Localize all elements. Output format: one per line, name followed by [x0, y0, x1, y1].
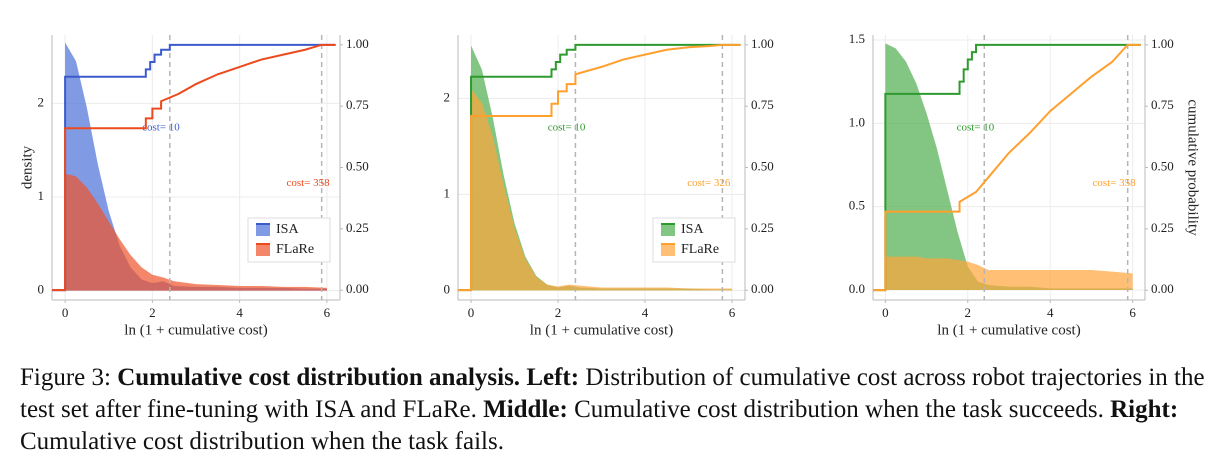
- caption-text: Cumulative cost distribution when the ta…: [574, 396, 1104, 423]
- y2-tick-label: 0.00: [751, 281, 774, 296]
- legend-swatch: [256, 224, 270, 236]
- cost-label: cost= 10: [548, 121, 586, 133]
- y-tick-label: 1: [38, 188, 45, 203]
- y2-tick-label: 1.00: [346, 36, 369, 51]
- y-tick-label: 1.5: [849, 31, 865, 46]
- x-tick-label: 2: [149, 305, 156, 320]
- y-tick-label: 0: [38, 282, 45, 297]
- legend-label: FLaRe: [681, 242, 719, 257]
- y2-axis-title: cumulative probability: [1185, 99, 1201, 236]
- x-tick-label: 2: [555, 305, 562, 320]
- x-tick-label: 6: [729, 305, 736, 320]
- x-tick-label: 6: [1129, 305, 1136, 320]
- y2-tick-label: 0.50: [1151, 158, 1174, 173]
- y2-tick-label: 0.25: [1151, 220, 1174, 235]
- caption-head: Left:: [526, 364, 580, 391]
- y-axis-title: density: [19, 145, 35, 189]
- y2-tick-label: 0.00: [346, 281, 369, 296]
- legend-swatch: [256, 244, 270, 256]
- cumulative-line: [873, 43, 1141, 292]
- x-tick-label: 2: [965, 305, 972, 320]
- x-tick-label: 0: [62, 305, 69, 320]
- y2-tick-label: 0.25: [346, 220, 369, 235]
- legend-label: ISA: [276, 222, 299, 237]
- y2-tick-label: 0.75: [1151, 97, 1174, 112]
- cumulative-line: [52, 43, 336, 292]
- density-area: [885, 43, 1133, 291]
- y-tick-label: 2: [444, 89, 451, 104]
- legend-swatch: [661, 224, 675, 236]
- panel: 0.0 0.5 1.0 1.5 0.00 0.25 0.50 0.75 1.00 0 2 4 6 ln (…: [849, 31, 1201, 338]
- caption-head: Right:: [1110, 396, 1179, 423]
- cost-label: cost= 10: [142, 121, 180, 133]
- x-axis-title: ln (1 + cumulative cost): [530, 322, 673, 338]
- cumulative-line: [52, 43, 336, 292]
- x-tick-label: 6: [324, 305, 331, 320]
- cost-label: cost= 358: [286, 177, 330, 189]
- x-tick-label: 4: [1047, 305, 1054, 320]
- caption: Figure 3: Cumulative cost distribution a…: [20, 362, 1212, 458]
- caption-label: Figure 3:: [20, 364, 111, 391]
- y-tick-label: 1: [444, 185, 451, 200]
- y2-tick-label: 0.25: [751, 220, 774, 235]
- y2-tick-label: 1.00: [1151, 36, 1174, 51]
- x-tick-label: 4: [236, 305, 243, 320]
- cumulative-line: [458, 43, 741, 292]
- legend-label: FLaRe: [276, 242, 314, 257]
- y2-tick-label: 1.00: [751, 36, 774, 51]
- y2-tick-label: 0.50: [751, 158, 774, 173]
- y-tick-label: 0.0: [849, 281, 865, 296]
- y2-tick-label: 0.75: [346, 97, 369, 112]
- panel: 0 1 2 0.00 0.25 0.50 0.75 1.00 0 2 4 6 ln (1 + cumul…: [444, 35, 774, 338]
- x-tick-label: 0: [882, 305, 889, 320]
- cost-label: cost= 358: [1093, 177, 1137, 189]
- y2-tick-label: 0.00: [1151, 281, 1174, 296]
- caption-head: Middle:: [483, 396, 568, 423]
- y-tick-label: 0: [444, 281, 451, 296]
- y-tick-label: 1.0: [849, 114, 865, 129]
- x-tick-label: 0: [468, 305, 475, 320]
- cost-label: cost= 326: [687, 177, 731, 189]
- caption-text: Cumulative cost distribution when the ta…: [20, 428, 504, 455]
- legend-label: ISA: [681, 222, 704, 237]
- x-tick-label: 4: [642, 305, 649, 320]
- panel: 0 1 2 0.00 0.25 0.50 0.75 1.00 0 2 4 6 ln (1 + cumul…: [19, 35, 369, 338]
- y2-tick-label: 0.75: [751, 97, 774, 112]
- caption-title: Cumulative cost distribution analysis.: [117, 364, 521, 391]
- y-tick-label: 0.5: [849, 198, 865, 213]
- cumulative-line: [458, 43, 741, 292]
- density-area: [65, 173, 327, 291]
- x-axis-title: ln (1 + cumulative cost): [937, 322, 1080, 338]
- legend-swatch: [661, 244, 675, 256]
- density-area: [885, 256, 1133, 290]
- y-tick-label: 2: [38, 94, 45, 109]
- cost-label: cost= 10: [957, 121, 995, 133]
- caption-text: Distribution of cumulative cost across r…: [20, 364, 1205, 423]
- density-area: [471, 88, 732, 291]
- y2-tick-label: 0.50: [346, 158, 369, 173]
- x-axis-title: ln (1 + cumulative cost): [124, 322, 267, 338]
- cumulative-line: [873, 43, 1141, 292]
